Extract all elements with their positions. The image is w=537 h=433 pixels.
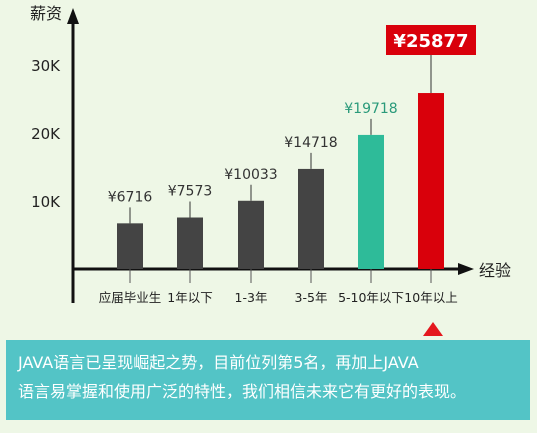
bar — [358, 134, 384, 269]
category-label: 5-10年以下 — [338, 290, 404, 305]
category-label: 应届毕业生 — [99, 290, 162, 305]
bar — [238, 200, 264, 269]
y-tick-label: 10K — [31, 193, 61, 211]
category-label: 1年以下 — [167, 290, 212, 305]
category-label: 3-5年 — [295, 290, 328, 305]
note-line-2: 语言易掌握和使用广泛的特性，我们相信未来它有更好的表现。 — [18, 382, 467, 401]
bar — [117, 223, 143, 269]
bar — [298, 168, 324, 269]
data-label: ¥14718 — [284, 135, 337, 151]
data-label: ¥7573 — [168, 184, 213, 200]
bar — [177, 217, 203, 269]
note-pointer — [423, 322, 443, 336]
y-tick-label: 30K — [31, 57, 61, 75]
x-axis-arrow — [458, 263, 474, 275]
y-axis-arrow — [67, 8, 79, 24]
x-axis-title: 经验 — [479, 261, 511, 280]
category-label: 1-3年 — [235, 290, 268, 305]
highlight-label-bg — [386, 25, 476, 55]
category-label: 10年以上 — [404, 290, 457, 305]
note-box: JAVA语言已呈现崛起之势，目前位列第5名，再加上JAVA 语言易掌握和使用广泛… — [6, 340, 530, 420]
data-label: ¥25877 — [393, 31, 468, 52]
y-tick-label: 20K — [31, 125, 61, 143]
data-label: ¥10033 — [224, 167, 277, 183]
data-label: ¥19718 — [344, 101, 397, 117]
y-axis-title: 薪资 — [30, 4, 62, 23]
data-label: ¥6716 — [108, 189, 153, 205]
note-line-1: JAVA语言已呈现崛起之势，目前位列第5名，再加上JAVA — [18, 353, 419, 372]
bar — [418, 93, 444, 269]
